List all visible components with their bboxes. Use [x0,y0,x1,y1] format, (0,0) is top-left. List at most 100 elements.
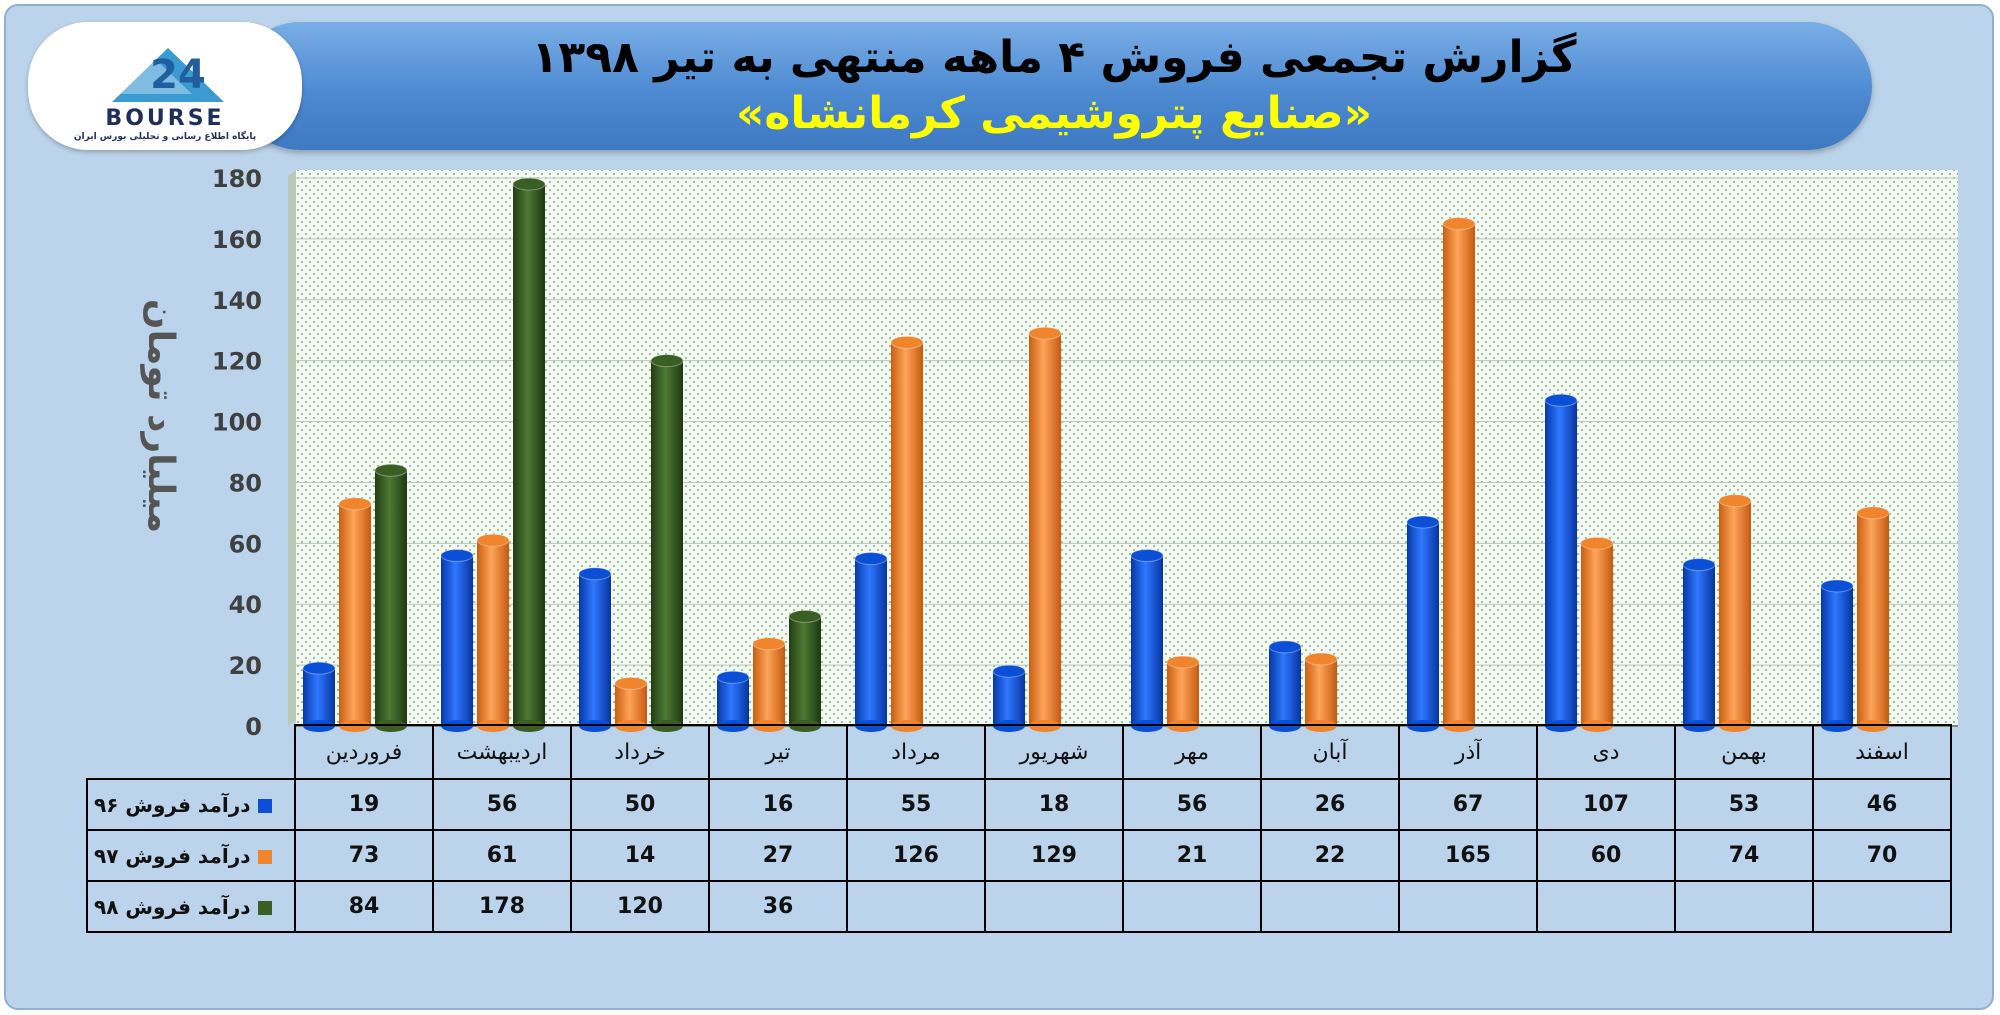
data-value-cell: 16 [708,778,848,831]
month-label: تیر [708,724,848,780]
bar-body [1683,564,1715,726]
month-label: آبان [1260,724,1400,780]
table-row: درآمد فروش ۹۶ 19 56 50 16 55 18 56 26 67 107 53 46 [86,778,1952,831]
month-label: مرداد [846,724,986,780]
bar-body [1407,522,1439,726]
bar-body [303,668,335,726]
data-value-cell: 26 [1260,778,1400,831]
bar-body [1305,659,1337,726]
y-tick-label: 160 [212,226,262,254]
logo-subtitle: پایگاه اطلاع رسانی و تحلیلی بورس ایران [73,132,257,142]
bar-body [891,342,923,726]
bar-top [1028,326,1062,340]
y-tick-label: 180 [212,165,262,193]
data-value-cell: 178 [432,880,572,933]
bar-top [650,354,684,368]
month-label: مهر [1122,724,1262,780]
bar-body [1443,223,1475,726]
y-tick-label: 80 [229,469,262,497]
bar [440,549,474,732]
bar [752,637,786,732]
bar-body [615,683,647,726]
bar-top [716,670,750,684]
bar [1166,655,1200,732]
bar-top [1856,506,1890,520]
bar-top [854,552,888,566]
data-value-cell: 55 [846,778,986,831]
bar-body [1581,543,1613,726]
bar [890,335,924,732]
legend-label: درآمد فروش ۹۸ [94,894,251,919]
bar-body [441,555,473,726]
data-value-cell: 19 [294,778,434,831]
bar [1442,217,1476,732]
bar-top [752,637,786,651]
bar-top [374,463,408,477]
bar-top [1442,217,1476,231]
bar [374,463,408,732]
bar-top [890,335,924,349]
bar [1718,494,1752,732]
bar-body [1269,646,1301,726]
bar-top [1130,549,1164,563]
data-value-cell: 56 [1122,778,1262,831]
month-label: فروردین [294,724,434,780]
bar [578,567,612,732]
data-value-cell: 46 [1812,778,1952,831]
data-value-cell: 56 [432,778,572,831]
data-value-cell [984,880,1124,933]
bar-body [855,558,887,726]
bar [1820,579,1854,732]
bar-body [1719,500,1751,726]
bar-body [717,677,749,726]
y-tick-label: 120 [212,348,262,376]
bar-top [1304,652,1338,666]
bar-top [992,664,1026,678]
bar-top [1580,536,1614,550]
data-value-cell: 70 [1812,829,1952,882]
plot-side-wall [288,170,296,726]
y-tick-label: 20 [229,652,262,680]
bar-body [789,616,821,726]
data-value-cell [846,880,986,933]
y-tick-label: 100 [212,409,262,437]
data-value-cell: 126 [846,829,986,882]
data-value-cell: 50 [570,778,710,831]
data-value-cell: 22 [1260,829,1400,882]
bar-top [512,177,546,191]
data-value-cell: 60 [1536,829,1676,882]
logo-wordmark: BOURSE [105,106,225,131]
bars [302,177,1890,732]
y-tick-label: 40 [229,591,262,619]
legend-cell: درآمد فروش ۹۸ [86,880,296,933]
data-value-cell: 53 [1674,778,1814,831]
data-table: فروردین اردیبهشت خرداد تیر مرداد شهریور مهر آبا… [86,724,1952,933]
data-value-cell: 36 [708,880,848,933]
legend-label: درآمد فروش ۹۶ [94,792,251,817]
bar [992,664,1026,732]
bar-top [1820,579,1854,593]
month-label: دی [1536,724,1676,780]
bar-top [302,661,336,675]
svg-text:24: 24 [150,52,206,98]
table-row: درآمد فروش ۹۷ 73 61 14 27 126 129 21 22 165 60 74 70 [86,829,1952,882]
data-value-cell: 21 [1122,829,1262,882]
bar [1544,393,1578,732]
bourse-logo: 24 BOURSE پایگاه اطلاع رسانی و تحلیلی بو… [28,22,302,150]
month-label: آذر [1398,724,1538,780]
data-value-cell: 67 [1398,778,1538,831]
data-value-cell: 84 [294,880,434,933]
table-row: درآمد فروش ۹۸ 84 178 120 36 [86,880,1952,933]
bar-body [651,360,683,726]
data-value-cell [1398,880,1538,933]
data-value-cell: 129 [984,829,1124,882]
chart-subtitle: «صنایع پتروشیمی کرمانشاه» [735,88,1373,139]
bar-top [1682,558,1716,572]
bar [1304,652,1338,732]
bar [302,661,336,732]
bar [854,552,888,732]
bar-body [753,643,785,726]
bar-body [1131,555,1163,726]
